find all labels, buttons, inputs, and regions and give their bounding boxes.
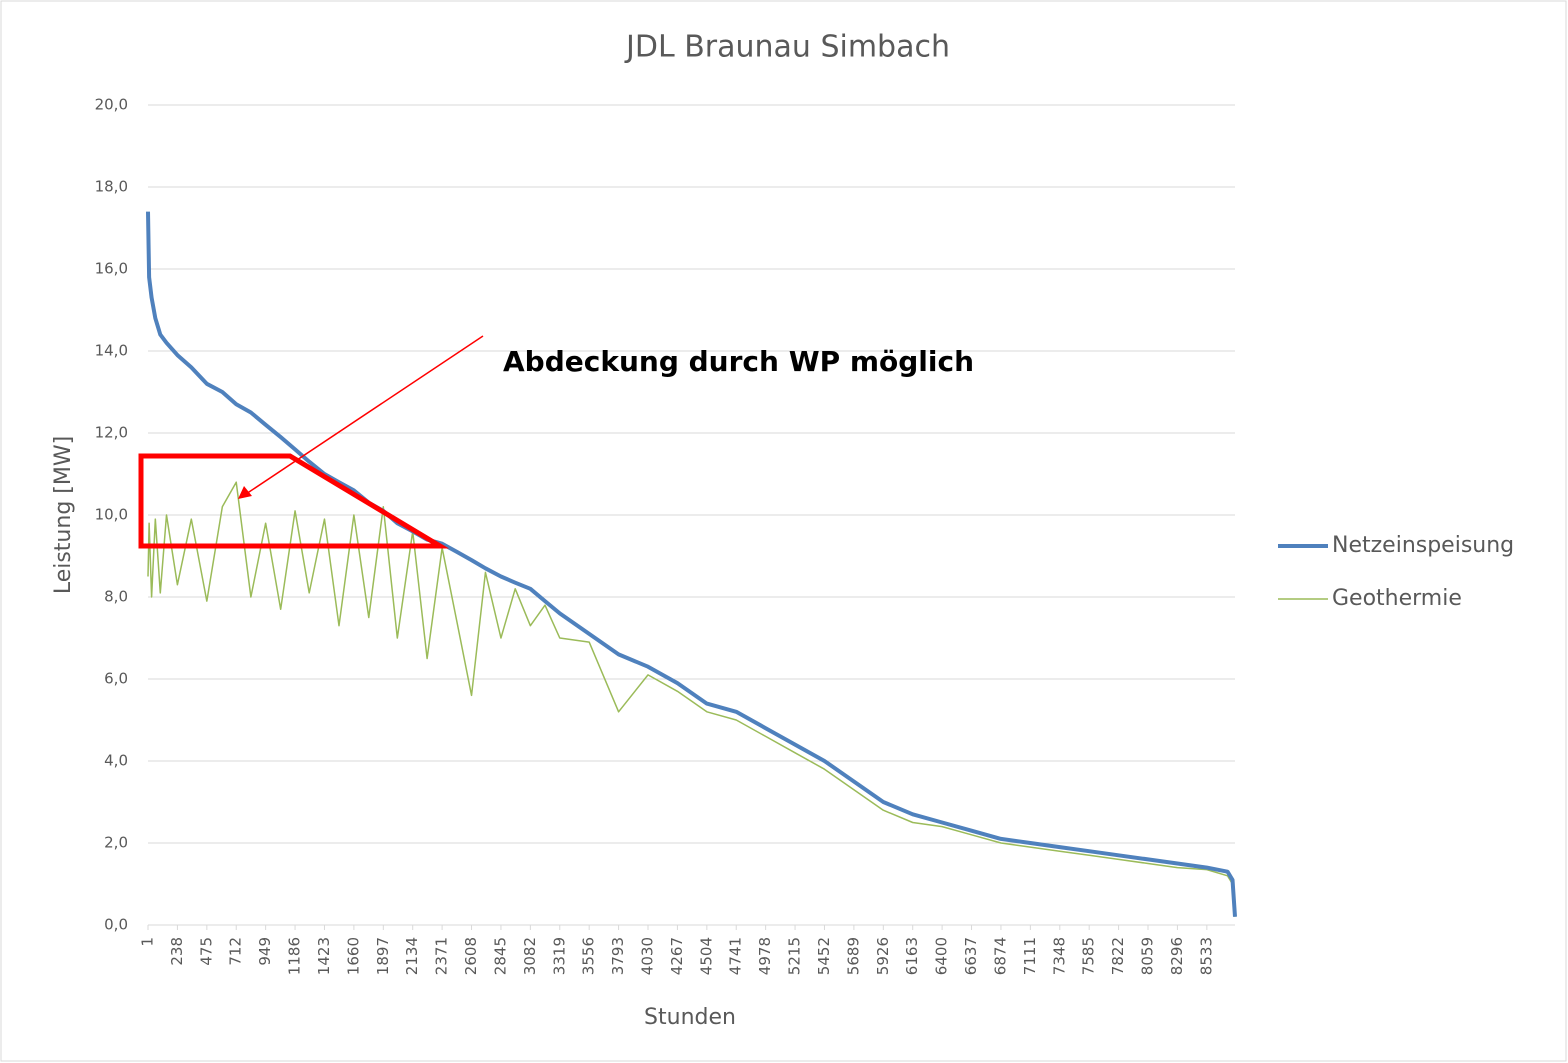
x-tick-label: 1 xyxy=(139,937,157,947)
x-tick-label: 1660 xyxy=(344,937,362,975)
y-tick-label: 20,0 xyxy=(95,96,128,114)
x-tick-label: 3319 xyxy=(550,937,568,975)
series-line xyxy=(146,211,1237,917)
legend-label: Geothermie xyxy=(1332,586,1462,611)
x-tick-label: 8296 xyxy=(1168,937,1186,975)
x-tick-label: 3556 xyxy=(580,937,598,975)
y-tick-label: 10,0 xyxy=(95,506,128,524)
x-tick-label: 5215 xyxy=(786,937,804,975)
series-line xyxy=(147,481,1236,917)
x-tick-label: 6637 xyxy=(962,937,980,975)
x-tick-label: 1423 xyxy=(315,937,333,975)
x-tick-label: 2845 xyxy=(491,937,509,975)
x-tick-label: 4030 xyxy=(639,937,657,975)
x-tick-label: 3793 xyxy=(609,937,627,975)
x-tick-label: 949 xyxy=(256,937,274,966)
x-tick-label: 2608 xyxy=(462,937,480,975)
annotation: Abdeckung durch WP möglich xyxy=(503,345,974,378)
x-tick-label: 6400 xyxy=(933,937,951,975)
y-tick-label: 18,0 xyxy=(95,178,128,196)
x-tick-label: 475 xyxy=(197,937,215,966)
y-tick-label: 2,0 xyxy=(104,834,128,852)
x-tick-label: 1897 xyxy=(374,937,392,975)
x-tick-label: 6874 xyxy=(991,937,1009,975)
highlight-box xyxy=(138,453,450,549)
plot-area: 0,0 2,0 4,0 6,0 8,0 10,0 12,0 14,0 16,0 18,0 20,0 1… xyxy=(95,96,1515,976)
x-tick-label: 5452 xyxy=(815,937,833,975)
x-tick-label: 7348 xyxy=(1050,937,1068,975)
y-tick-label: 8,0 xyxy=(104,588,128,606)
x-tick-label: 4741 xyxy=(727,937,745,975)
x-tick-label: 7585 xyxy=(1080,937,1098,975)
chart-title: JDL Braunau Simbach xyxy=(624,30,950,65)
x-tick-label: 8533 xyxy=(1197,937,1215,975)
x-tick-label: 7822 xyxy=(1109,937,1127,975)
x-tick-label: 8059 xyxy=(1139,937,1157,975)
x-tick-label: 2371 xyxy=(433,937,451,975)
y-tick-label: 4,0 xyxy=(104,752,128,770)
x-axis-label: Stunden xyxy=(644,1005,736,1030)
x-tick-label: 5689 xyxy=(844,937,862,975)
y-tick-label: 14,0 xyxy=(95,342,128,360)
arrow-head xyxy=(238,486,252,499)
x-tick-label: 238 xyxy=(168,937,186,966)
x-tick-label: 6163 xyxy=(903,937,921,975)
x-tick-label: 712 xyxy=(227,937,245,966)
x-tick-label: 2134 xyxy=(403,937,421,975)
y-axis-label: Leistung [MW] xyxy=(51,436,76,594)
legend-label: Netzeinspeisung xyxy=(1332,533,1514,558)
x-tick-label: 7111 xyxy=(1021,937,1039,975)
x-tick-label: 3082 xyxy=(521,937,539,975)
y-tick-label: 0,0 xyxy=(104,916,128,934)
y-tick-label: 6,0 xyxy=(104,670,128,688)
x-tick-label: 4267 xyxy=(668,937,686,975)
x-tick-label: 1186 xyxy=(286,937,304,975)
annotation-arrow xyxy=(245,335,484,495)
x-tick-label: 4504 xyxy=(697,937,715,975)
y-tick-label: 16,0 xyxy=(95,260,128,278)
x-tick-label: 4978 xyxy=(756,937,774,975)
x-tick-label: 5926 xyxy=(874,937,892,975)
y-tick-label: 12,0 xyxy=(95,424,128,442)
